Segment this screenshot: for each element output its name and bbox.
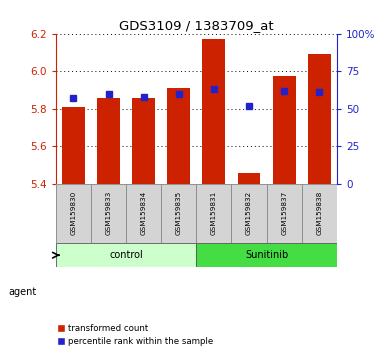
Bar [91, 184, 126, 243]
Bar [231, 184, 266, 243]
Text: GSM159831: GSM159831 [211, 190, 217, 234]
Text: GSM159830: GSM159830 [70, 190, 76, 234]
Text: GSM159838: GSM159838 [316, 190, 322, 234]
Bar [126, 184, 161, 243]
Legend: transformed count, percentile rank within the sample: transformed count, percentile rank withi… [54, 320, 217, 350]
Bar [203, 39, 225, 184]
Bar [167, 88, 190, 184]
Bar [273, 76, 296, 184]
Text: GSM159833: GSM159833 [105, 190, 112, 234]
Bar [56, 243, 196, 267]
Bar [161, 184, 196, 243]
Text: Sunitinib: Sunitinib [245, 250, 288, 260]
Bar [62, 107, 85, 184]
Bar [97, 98, 120, 184]
Bar [302, 184, 337, 243]
Bar [132, 98, 155, 184]
Text: GSM159832: GSM159832 [246, 190, 252, 234]
Text: control: control [109, 250, 143, 260]
Text: GSM159837: GSM159837 [281, 190, 287, 234]
Title: GDS3109 / 1383709_at: GDS3109 / 1383709_at [119, 19, 274, 33]
Bar [266, 184, 302, 243]
Bar [196, 184, 231, 243]
Text: agent: agent [8, 287, 37, 297]
Bar [308, 54, 331, 184]
Text: GSM159834: GSM159834 [141, 190, 147, 234]
Bar [56, 184, 91, 243]
Bar [238, 173, 261, 184]
Text: GSM159835: GSM159835 [176, 190, 182, 234]
Bar [196, 243, 337, 267]
